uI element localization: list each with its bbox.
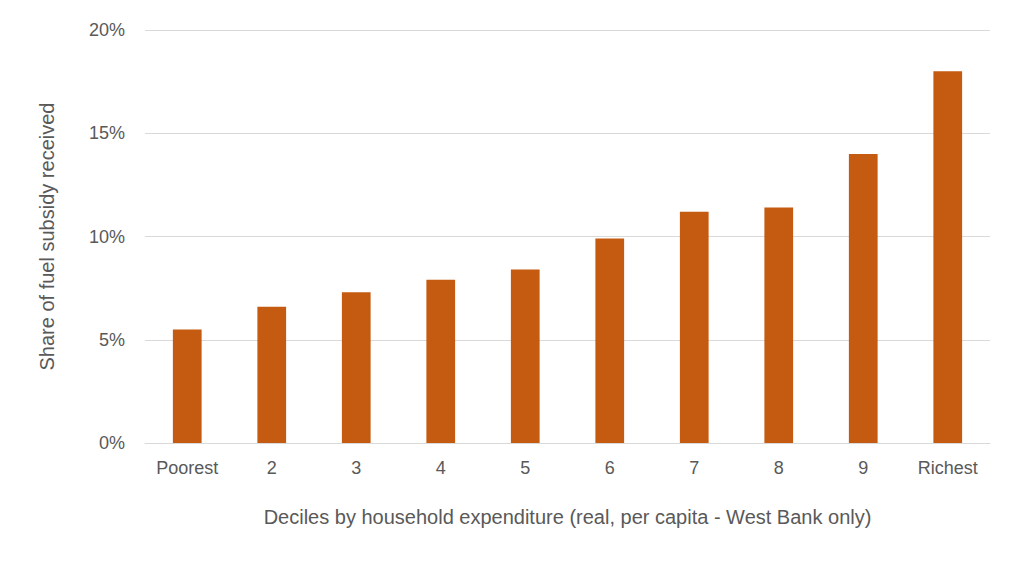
svg-text:5: 5 bbox=[520, 458, 530, 478]
svg-text:8: 8 bbox=[774, 458, 784, 478]
svg-text:7: 7 bbox=[689, 458, 699, 478]
svg-text:2: 2 bbox=[267, 458, 277, 478]
svg-text:6: 6 bbox=[605, 458, 615, 478]
svg-text:Poorest: Poorest bbox=[156, 458, 218, 478]
svg-text:5%: 5% bbox=[99, 330, 125, 350]
svg-text:Richest: Richest bbox=[918, 458, 978, 478]
svg-text:3: 3 bbox=[351, 458, 361, 478]
svg-text:9: 9 bbox=[858, 458, 868, 478]
svg-text:15%: 15% bbox=[89, 123, 125, 143]
svg-text:Share of fuel subsidy received: Share of fuel subsidy received bbox=[36, 103, 58, 371]
svg-text:10%: 10% bbox=[89, 227, 125, 247]
svg-text:Deciles by household expenditu: Deciles by household expenditure (real, … bbox=[264, 506, 872, 528]
svg-text:0%: 0% bbox=[99, 433, 125, 453]
svg-text:20%: 20% bbox=[89, 20, 125, 40]
svg-text:4: 4 bbox=[436, 458, 446, 478]
